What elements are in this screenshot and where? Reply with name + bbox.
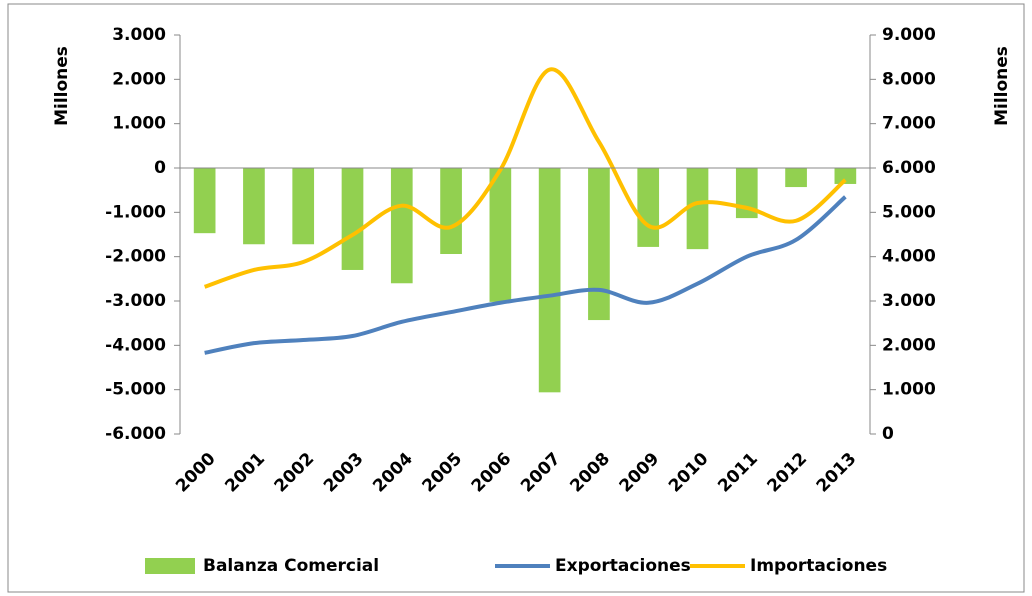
line — [203, 67, 847, 289]
line — [204, 195, 847, 355]
y2-tick-label: 2.000 — [882, 335, 936, 355]
y2-tick-label: 7.000 — [882, 114, 936, 134]
y2-tick-label: 0 — [882, 424, 894, 444]
y-tick-label: -3.000 — [105, 291, 166, 311]
bar — [489, 168, 512, 302]
y-tick-label: -5.000 — [105, 380, 166, 400]
y2-tick-label: 1.000 — [882, 380, 936, 400]
legend-swatch — [145, 558, 195, 574]
y-tick-label: -2.000 — [105, 247, 166, 267]
bar — [637, 168, 660, 247]
bar — [193, 168, 216, 234]
y2-axis-label: Millones — [992, 46, 1012, 126]
bar — [440, 168, 462, 255]
bar — [292, 168, 315, 245]
y2-tick-label: 8.000 — [882, 69, 936, 89]
y-tick-label: 2.000 — [112, 69, 166, 89]
y-tick-label: 3.000 — [112, 25, 166, 45]
bar — [243, 168, 265, 245]
bar — [834, 168, 857, 184]
y-tick-label: -4.000 — [105, 335, 166, 355]
legend-label: Exportaciones — [555, 556, 691, 576]
legend-label: Balanza Comercial — [203, 556, 379, 576]
chart-frame — [7, 3, 1025, 593]
bar — [588, 168, 610, 321]
bar — [390, 168, 413, 284]
y2-tick-label: 4.000 — [882, 247, 936, 267]
y2-tick-label: 6.000 — [882, 158, 936, 178]
y-tick-label: 1.000 — [112, 114, 166, 134]
bar — [341, 168, 364, 270]
bar — [538, 168, 561, 393]
y2-tick-label: 5.000 — [882, 202, 936, 222]
bar — [785, 168, 807, 188]
y-tick-label: -6.000 — [105, 424, 166, 444]
legend-label: Importaciones — [750, 556, 887, 576]
y2-tick-label: 9.000 — [882, 25, 936, 45]
y-axis-label: Millones — [52, 46, 72, 126]
y-tick-label: 0 — [154, 158, 166, 178]
bar — [686, 168, 709, 250]
y2-tick-label: 3.000 — [882, 291, 936, 311]
y-tick-label: -1.000 — [105, 202, 166, 222]
